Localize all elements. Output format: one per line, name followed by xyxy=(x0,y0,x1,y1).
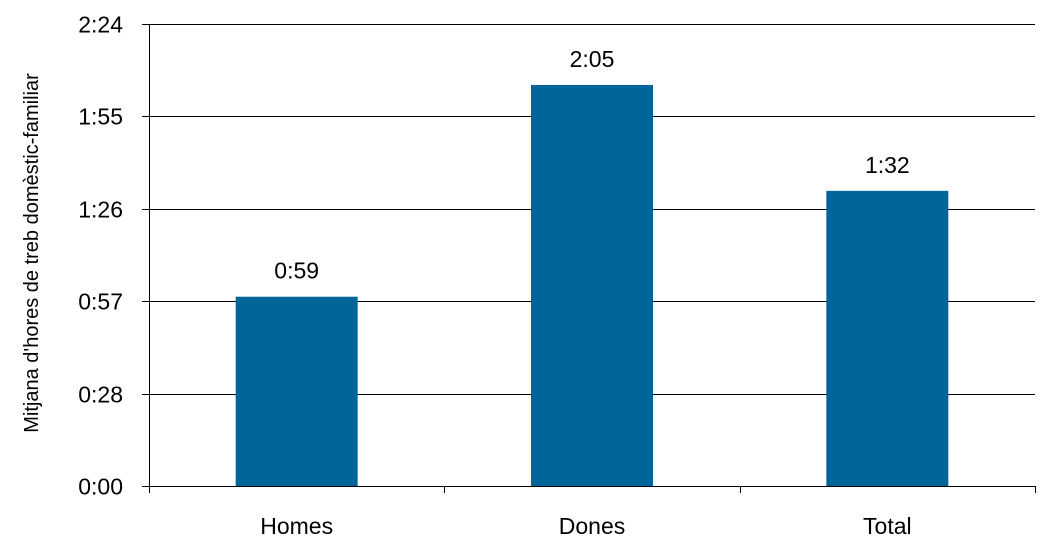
axes xyxy=(142,24,1036,493)
bars xyxy=(235,84,949,487)
bar-dones xyxy=(531,84,653,486)
y-tick-label: 0:57 xyxy=(78,289,123,315)
bar-homes xyxy=(235,296,358,486)
y-tick-label: 0:00 xyxy=(78,474,123,500)
category-label-dones: Dones xyxy=(559,513,625,538)
category-labels: Homes Dones Total xyxy=(260,513,911,538)
y-tick-label: 2:24 xyxy=(78,12,123,38)
y-tick-labels: 0:00 0:28 0:57 1:26 1:55 2:24 xyxy=(78,12,123,500)
data-label-homes: 0:59 xyxy=(274,258,319,284)
y-tick-label: 1:26 xyxy=(78,197,123,223)
y-axis-title: Mitjana d'hores de treb domèstic-familia… xyxy=(21,73,43,433)
data-labels: 0:59 2:05 1:32 xyxy=(274,46,909,284)
y-tick-label: 0:28 xyxy=(78,382,123,408)
data-label-dones: 2:05 xyxy=(570,46,615,72)
category-label-homes: Homes xyxy=(260,513,333,538)
category-label-total: Total xyxy=(863,513,912,538)
bar-total xyxy=(826,190,949,487)
data-label-total: 1:32 xyxy=(865,152,910,178)
y-tick-label: 1:55 xyxy=(78,104,123,130)
